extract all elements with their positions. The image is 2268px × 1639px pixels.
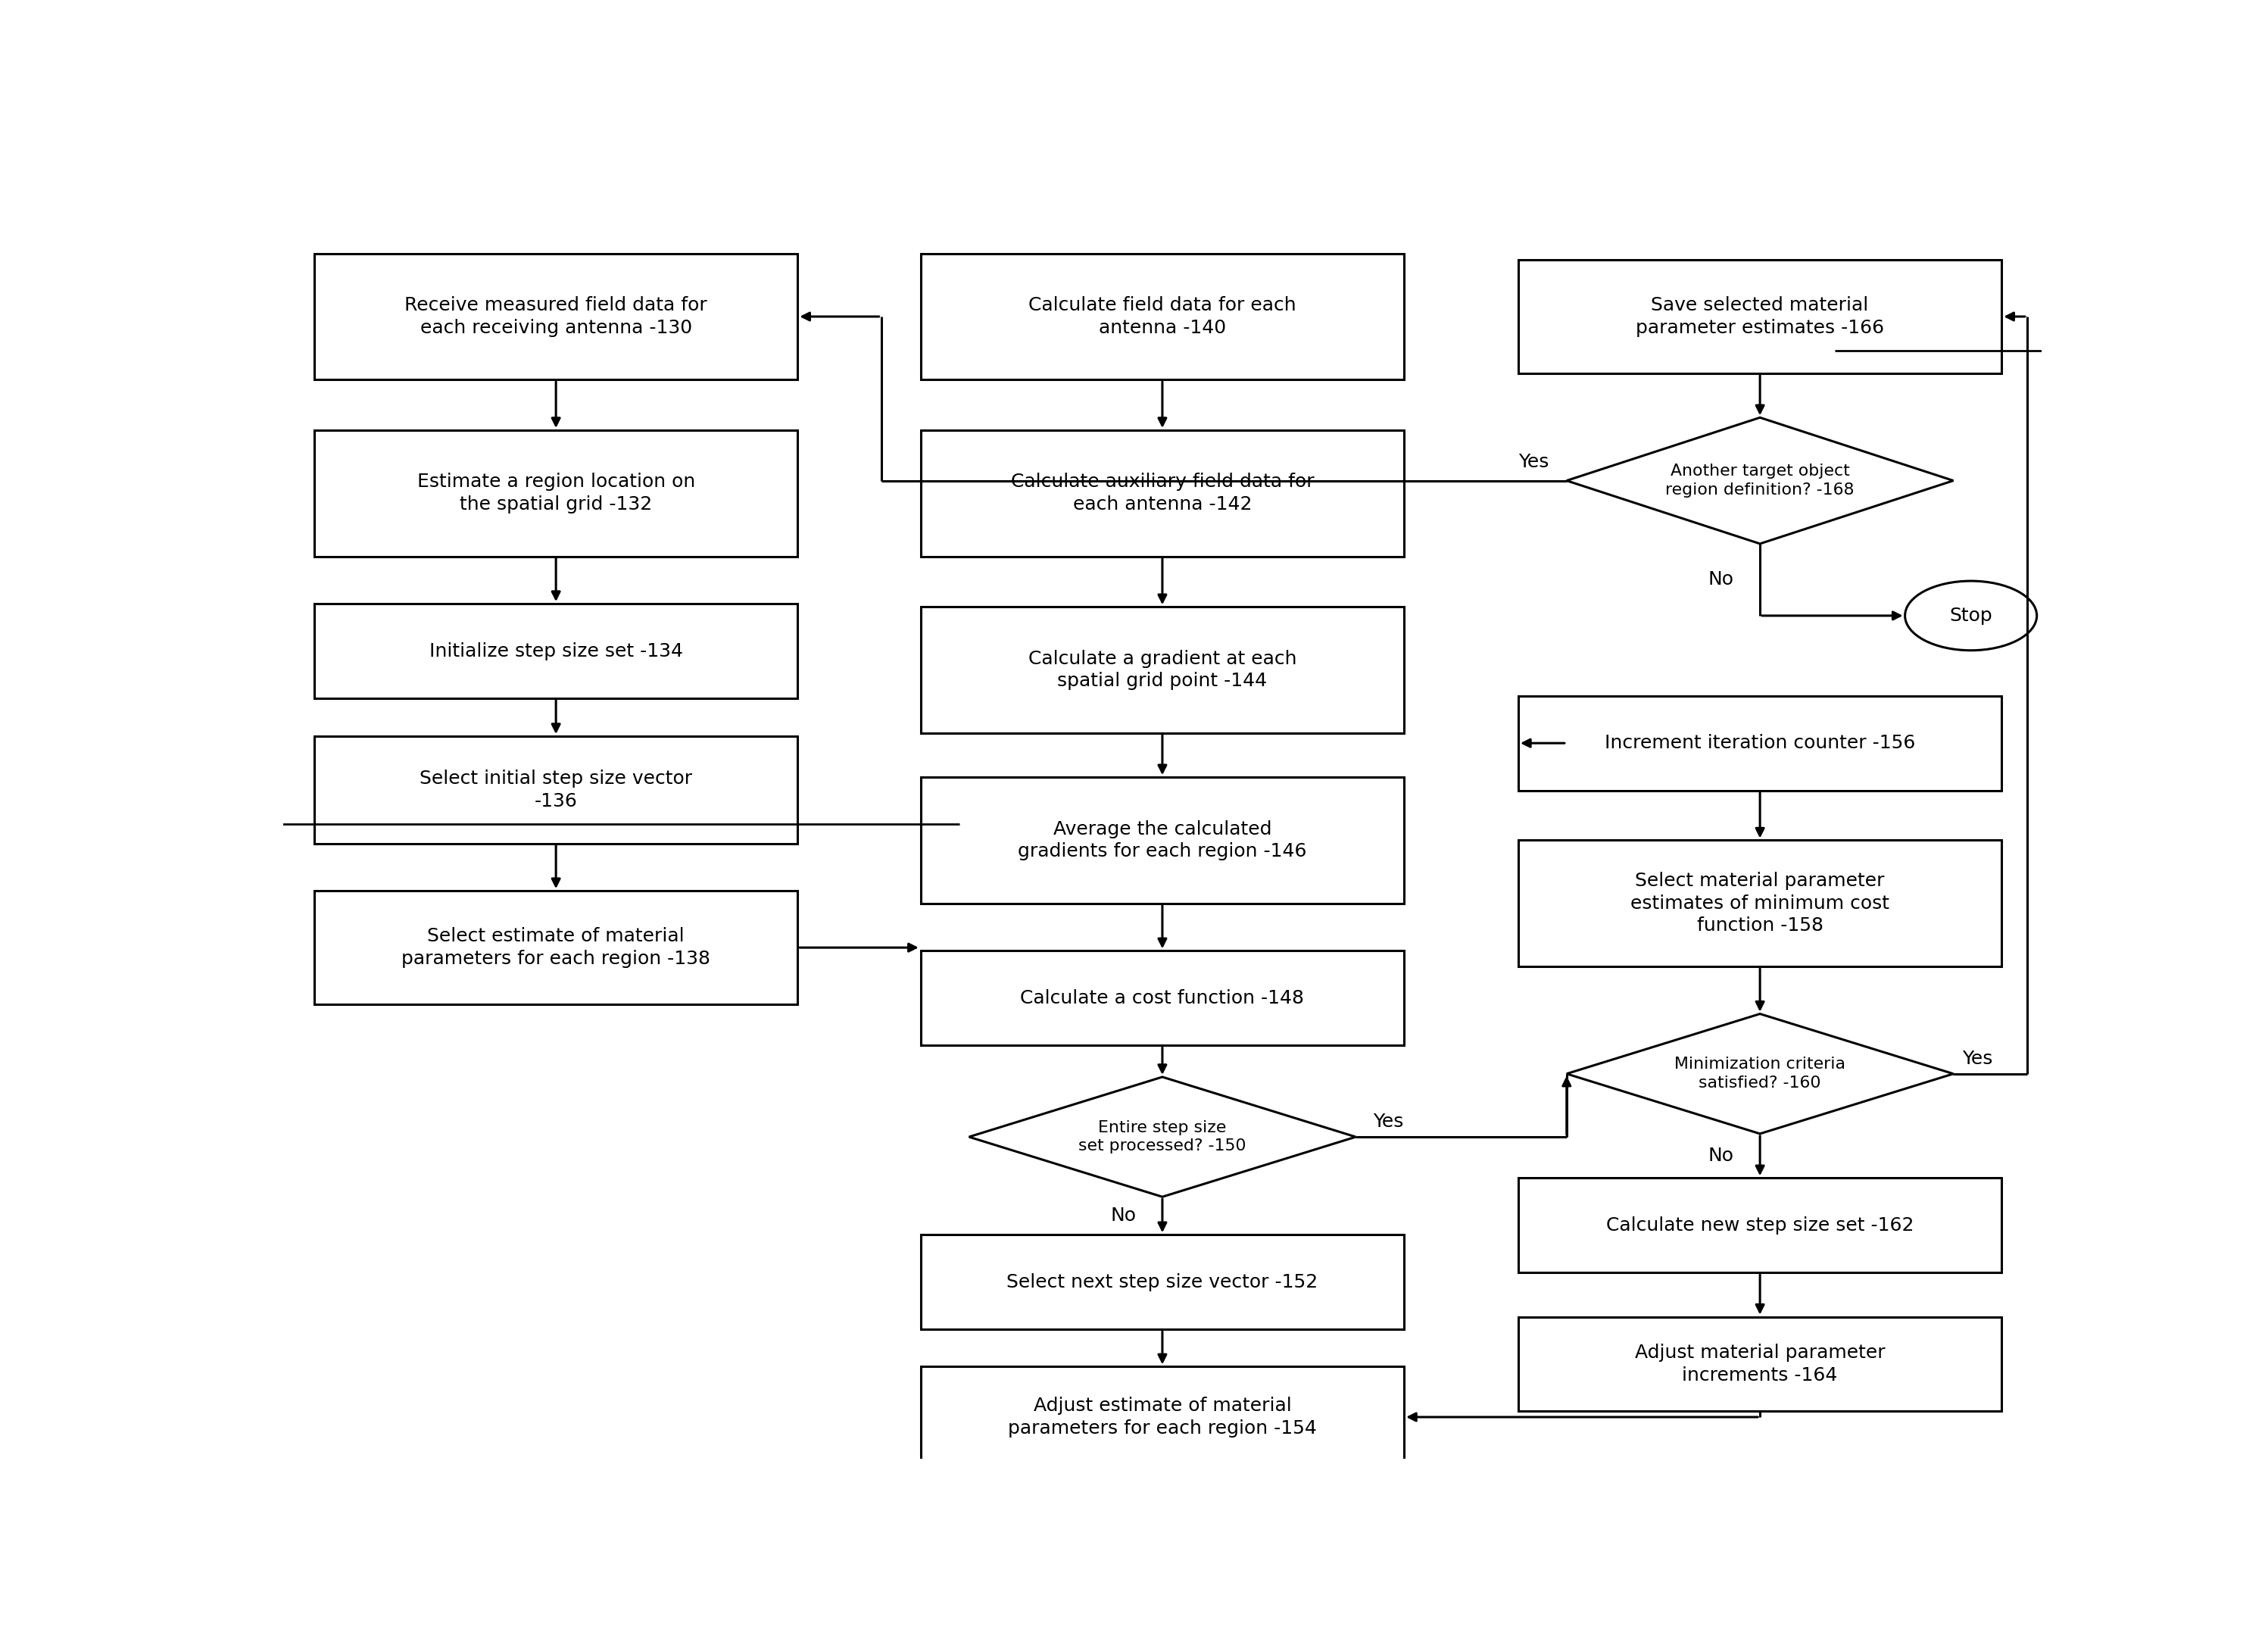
FancyBboxPatch shape <box>921 1367 1404 1467</box>
Text: Initialize step size set ­134: Initialize step size set ­134 <box>429 642 683 661</box>
Text: No: No <box>1708 1147 1733 1165</box>
Polygon shape <box>968 1077 1356 1196</box>
Text: Another target object
region definition? ­168: Another target object region definition?… <box>1665 464 1855 498</box>
Text: Receive measured field data for
each receiving antenna ­130: Receive measured field data for each rec… <box>404 297 708 338</box>
Text: Select next step size vector ­152: Select next step size vector ­152 <box>1007 1274 1318 1292</box>
FancyBboxPatch shape <box>1517 697 2003 790</box>
Text: No: No <box>1111 1206 1136 1224</box>
Text: Increment iteration counter ­156: Increment iteration counter ­156 <box>1603 734 1916 752</box>
Polygon shape <box>1567 1015 1953 1134</box>
FancyBboxPatch shape <box>1517 841 2003 967</box>
Text: Calculate new step size set ­162: Calculate new step size set ­162 <box>1606 1216 1914 1234</box>
FancyBboxPatch shape <box>921 1234 1404 1329</box>
FancyBboxPatch shape <box>921 429 1404 556</box>
Text: Yes: Yes <box>1374 1113 1404 1131</box>
FancyBboxPatch shape <box>315 254 798 380</box>
Text: Minimization criteria
satisfied? ­160: Minimization criteria satisfied? ­160 <box>1674 1057 1846 1092</box>
Text: Calculate a gradient at each
spatial grid point ­144: Calculate a gradient at each spatial gri… <box>1027 649 1297 690</box>
Text: Calculate a cost function ­148: Calculate a cost function ­148 <box>1021 988 1304 1006</box>
Polygon shape <box>1567 418 1953 544</box>
Text: Stop: Stop <box>1950 606 1991 624</box>
FancyBboxPatch shape <box>921 254 1404 380</box>
FancyBboxPatch shape <box>1517 1316 2003 1411</box>
FancyBboxPatch shape <box>315 892 798 1005</box>
Text: No: No <box>1708 570 1733 588</box>
FancyBboxPatch shape <box>315 603 798 698</box>
FancyBboxPatch shape <box>315 736 798 844</box>
Text: Yes: Yes <box>1962 1049 1994 1067</box>
Text: Select estimate of material
parameters for each region ­138: Select estimate of material parameters f… <box>401 928 710 969</box>
Ellipse shape <box>1905 580 2037 651</box>
Text: Select initial step size vector
­136: Select initial step size vector ­136 <box>420 769 692 810</box>
FancyBboxPatch shape <box>1517 261 2003 374</box>
Text: Adjust estimate of material
parameters for each region ­154: Adjust estimate of material parameters f… <box>1007 1396 1318 1437</box>
FancyBboxPatch shape <box>315 429 798 556</box>
Text: Calculate field data for each
antenna ­140: Calculate field data for each antenna ­1… <box>1027 297 1297 338</box>
FancyBboxPatch shape <box>921 951 1404 1046</box>
FancyBboxPatch shape <box>921 777 1404 903</box>
Text: Entire step size
set processed? ­150: Entire step size set processed? ­150 <box>1080 1119 1245 1154</box>
Text: Average the calculated
gradients for each region ­146: Average the calculated gradients for eac… <box>1018 820 1306 860</box>
Text: Estimate a region location on
the spatial grid ­132: Estimate a region location on the spatia… <box>417 474 694 513</box>
Text: Yes: Yes <box>1520 452 1549 470</box>
FancyBboxPatch shape <box>921 606 1404 733</box>
Text: Save selected material
parameter estimates ­166: Save selected material parameter estimat… <box>1635 297 1885 338</box>
Text: Select material parameter
estimates of minimum cost
function ­158: Select material parameter estimates of m… <box>1631 872 1889 934</box>
FancyBboxPatch shape <box>1517 1178 2003 1272</box>
Text: Adjust material parameter
increments ­164: Adjust material parameter increments ­16… <box>1635 1344 1885 1385</box>
Text: Calculate auxiliary field data for
each antenna ­142: Calculate auxiliary field data for each … <box>1012 474 1313 513</box>
